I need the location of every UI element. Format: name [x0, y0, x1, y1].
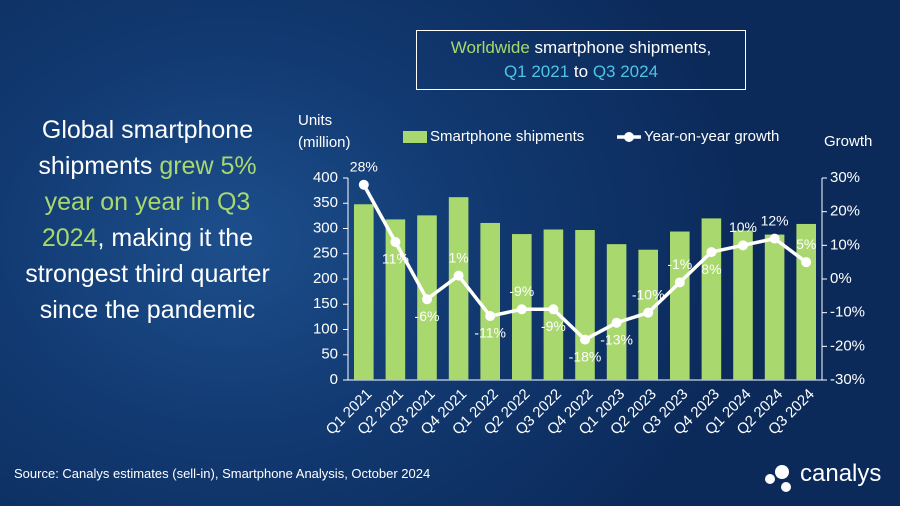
- line-marker: [706, 247, 717, 258]
- y-axis-label: Units (million): [298, 112, 351, 151]
- bar: [385, 219, 406, 380]
- bar: [480, 222, 500, 380]
- headline-segment: , making it the strongest third quarter …: [25, 224, 270, 324]
- logo-text: canalys: [800, 460, 882, 487]
- y-tick-label: 200: [313, 270, 338, 287]
- y2-axis-label: Growth: [824, 133, 873, 150]
- legend-label: Year-on-year growth: [644, 128, 779, 145]
- bar: [354, 204, 374, 380]
- y-tick-label: 50: [321, 346, 338, 363]
- line-marker: [643, 307, 654, 318]
- data-label: 10%: [729, 219, 757, 235]
- y2-tick-label: 0%: [830, 270, 852, 287]
- source-note: Source: Canalys estimates (sell-in), Sma…: [14, 466, 431, 481]
- bar: [606, 244, 627, 380]
- logo-icon: [765, 465, 791, 492]
- title-segment: Q3 2024: [592, 62, 659, 81]
- data-label: -6%: [415, 308, 440, 324]
- data-label: -13%: [600, 331, 633, 347]
- headline: Global smartphone shipments grew 5% year…: [20, 112, 275, 328]
- data-label: 8%: [701, 261, 721, 277]
- y2-tick-label: 20%: [830, 203, 860, 220]
- y-tick-label: 150: [313, 295, 338, 312]
- data-label: 12%: [761, 212, 789, 228]
- y-tick-label: 350: [313, 194, 338, 211]
- title-segment: Worldwide: [450, 38, 530, 57]
- data-label: 28%: [350, 158, 378, 174]
- headline-segment: Global smartphone shipments: [38, 116, 254, 180]
- title-line: Q1 2021 to Q3 2024: [417, 60, 745, 84]
- title-segment: to: [569, 62, 593, 81]
- data-label: 5%: [796, 236, 816, 252]
- y2-tick-label: 10%: [830, 236, 860, 253]
- legend-swatch: [403, 131, 427, 143]
- title-segment: Q1 2021: [503, 62, 570, 81]
- y-tick-label: 400: [313, 169, 338, 186]
- line-marker: [548, 304, 559, 315]
- bar: [448, 197, 469, 380]
- y-tick-label: 100: [313, 320, 338, 337]
- line-marker: [422, 294, 432, 305]
- bar: [670, 231, 690, 380]
- title-line: Worldwide smartphone shipments,: [417, 36, 745, 60]
- title-segment: smartphone shipments,: [529, 38, 712, 57]
- legend-swatch: [624, 132, 634, 142]
- y2-tick-label: -20%: [830, 337, 865, 354]
- data-label: -9%: [541, 318, 566, 334]
- line-marker: [485, 311, 496, 322]
- y-tick-label: 0: [330, 371, 338, 388]
- bar: [764, 234, 785, 380]
- headline-segment: grew 5% year on year in Q3 2024: [41, 152, 257, 252]
- y-tick-label: 300: [313, 219, 338, 236]
- line-marker: [390, 236, 401, 247]
- data-label: -18%: [569, 348, 602, 364]
- data-label: -10%: [632, 286, 665, 302]
- data-label: 11%: [382, 251, 409, 267]
- line-marker: [358, 179, 369, 190]
- y2-tick-label: -10%: [830, 304, 865, 321]
- y2-tick-label: 30%: [830, 169, 860, 186]
- y2-tick-label: -30%: [830, 371, 865, 388]
- legend-label: Smartphone shipments: [430, 128, 584, 145]
- y-tick-label: 250: [313, 245, 338, 262]
- bar: [575, 230, 595, 380]
- line-marker: [580, 334, 590, 345]
- bar: [701, 218, 722, 380]
- line-marker: [453, 270, 464, 281]
- line-marker: [516, 304, 527, 315]
- bar: [733, 230, 753, 380]
- data-label: -11%: [474, 325, 506, 341]
- line-marker: [801, 257, 812, 268]
- data-label: 1%: [448, 249, 468, 265]
- line-marker: [611, 317, 622, 328]
- data-label: -9%: [509, 283, 534, 299]
- data-label: -1%: [667, 256, 692, 272]
- chart-title: Worldwide smartphone shipments, Q1 2021 t…: [416, 30, 746, 90]
- line-marker: [769, 233, 780, 244]
- line-marker: [738, 240, 748, 251]
- line-marker: [674, 277, 685, 288]
